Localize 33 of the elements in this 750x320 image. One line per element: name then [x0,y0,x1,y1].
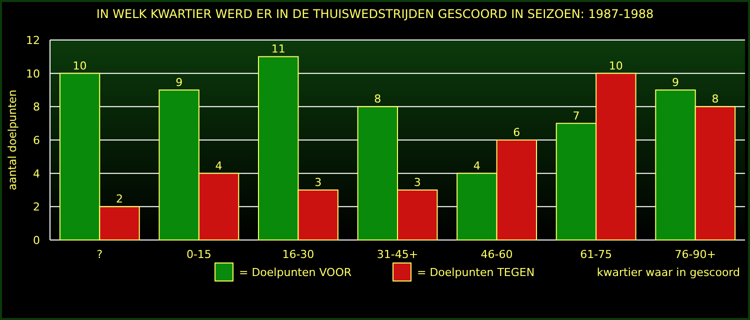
legend-label: = Doelpunten VOOR [239,266,352,279]
y-tick-label: 2 [33,200,40,214]
x-tick-label: ? [96,248,103,261]
y-tick-label: 4 [33,167,40,180]
data-label: 6 [513,126,520,139]
data-label: 10 [608,59,623,72]
data-label: 9 [176,76,183,89]
y-axis-title: aantal doelpunten [6,90,19,190]
x-tick-label: 76-90+ [674,248,716,261]
data-label: 7 [572,109,580,122]
data-label: 11 [271,42,286,56]
x-tick-label: 31-45+ [376,248,418,261]
chart-title: IN WELK KWARTIER WERD ER IN DE THUISWEDSTRIJDEN GESCOORD IN SEIZOEN: 1987-1988 [96,7,654,21]
data-label: 3 [414,176,421,189]
x-tick-label: 16-30 [282,248,314,261]
data-label: 4 [473,159,480,172]
y-tick-label: 10 [26,67,40,80]
x-axis-title: kwartier waar in gescoord [596,266,740,279]
y-tick-label: 8 [33,100,40,114]
x-tick-label: 61-75 [580,248,612,261]
data-label: 8 [712,92,719,106]
data-label: 2 [116,192,123,206]
y-tick-label: 0 [33,234,40,247]
x-tick-label: 0-15 [186,248,212,261]
legend-label: = Doelpunten TEGEN [417,266,535,279]
data-label: 10 [72,59,87,72]
data-label: 4 [215,159,222,172]
y-tick-label: 12 [26,34,40,47]
data-label: 9 [672,76,679,89]
data-label: 8 [374,92,382,106]
x-tick-label: 46-60 [480,248,513,261]
data-label: 3 [314,176,322,189]
y-tick-label: 6 [33,134,40,147]
